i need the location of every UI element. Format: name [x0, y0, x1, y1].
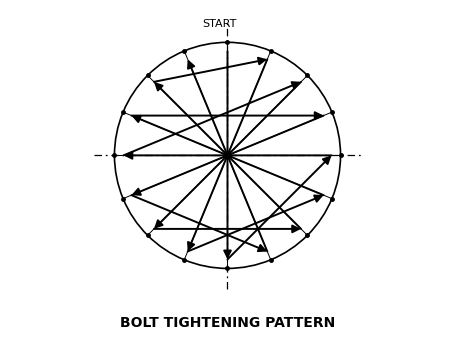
- Text: BOLT TIGHTENING PATTERN: BOLT TIGHTENING PATTERN: [120, 316, 335, 330]
- Text: START: START: [202, 19, 237, 29]
